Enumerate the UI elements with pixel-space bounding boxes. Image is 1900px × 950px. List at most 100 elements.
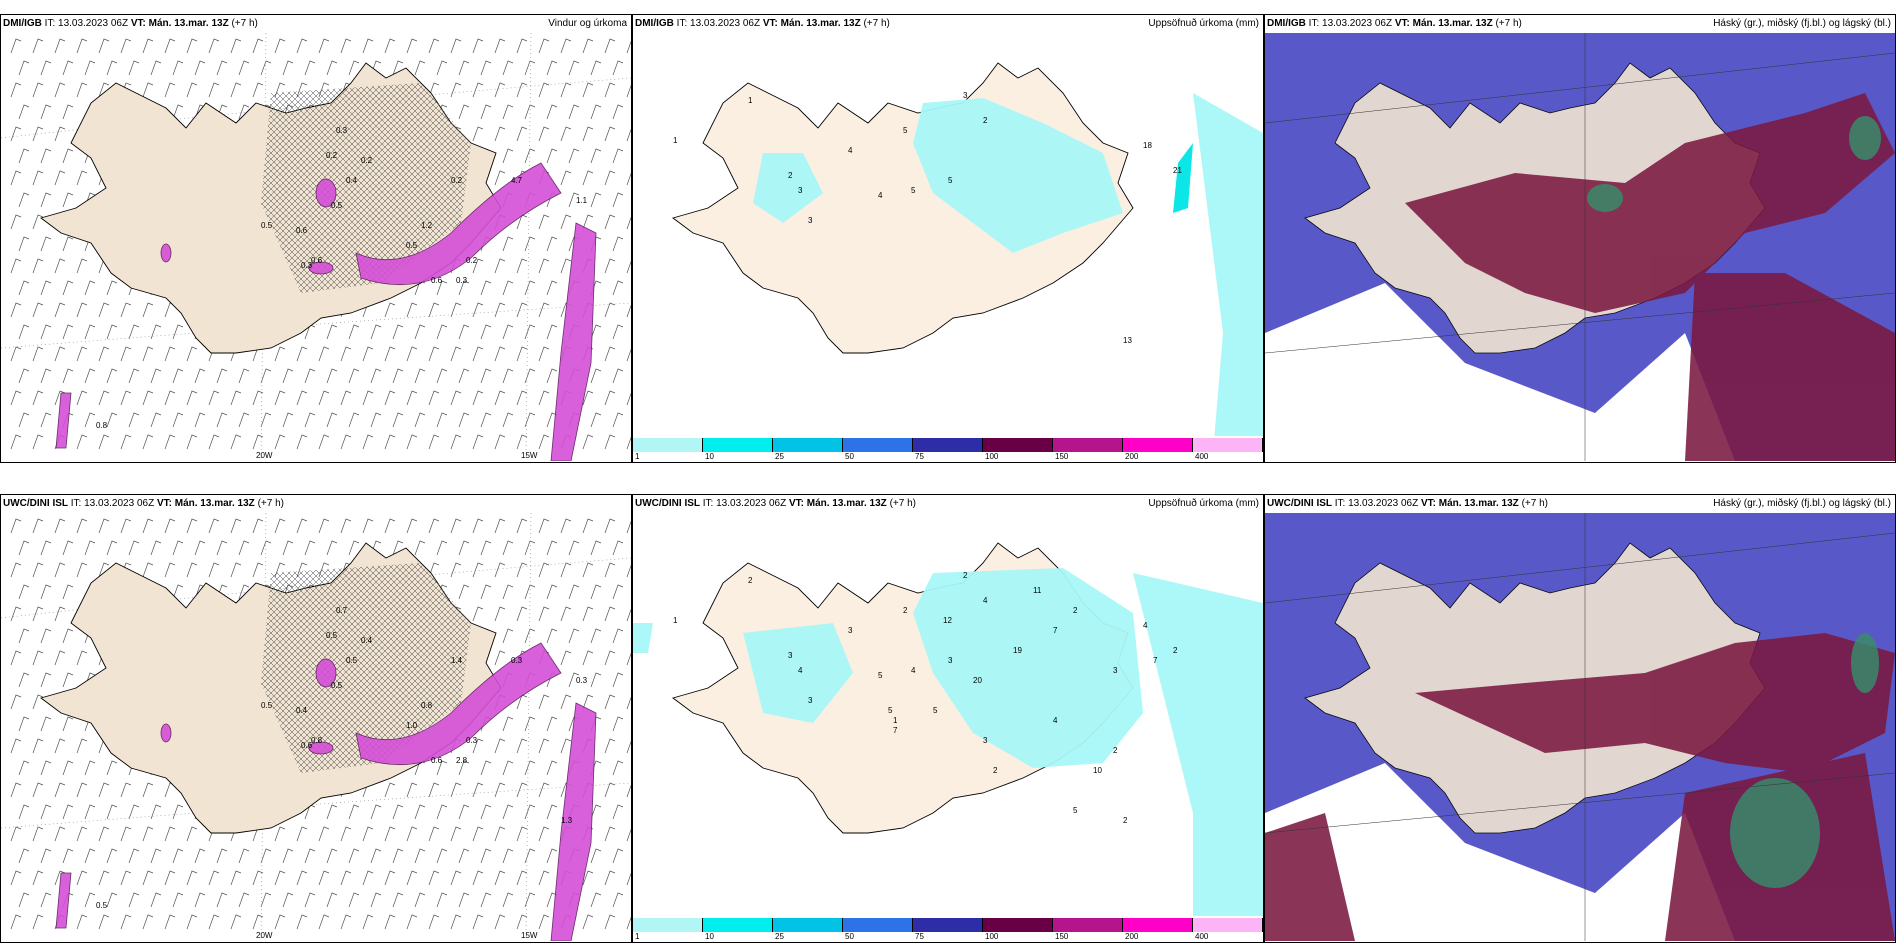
value-label: 4 — [1053, 716, 1058, 725]
valid-time: Mán. 13.mar. 13Z — [806, 498, 887, 509]
panel-title: Uppsöfnuð úrkoma (mm) — [1148, 18, 1259, 29]
precip-legend: 1 10 25 50 75 100 150 200 400 — [633, 916, 1263, 942]
value-label: 0.4 — [346, 176, 358, 185]
init-time: IT: 13.03.2023 06Z — [1308, 18, 1393, 29]
value-label: 7 — [1153, 656, 1158, 665]
high-cloud-layer — [1265, 633, 1895, 941]
legend-swatch — [843, 918, 913, 932]
value-label: 0.3 — [511, 656, 523, 665]
value-label: 4 — [1143, 621, 1148, 630]
precip-areas — [633, 568, 1263, 933]
value-label: 0.8 — [421, 701, 433, 710]
model-source: UWC/DINI ISL — [1267, 498, 1332, 509]
legend-label: 200 — [1125, 932, 1139, 941]
legend-label: 75 — [915, 932, 924, 941]
value-label: 12 — [943, 616, 952, 625]
value-label: 3 — [788, 651, 793, 660]
legend-swatch — [773, 438, 843, 452]
legend-label: 400 — [1195, 932, 1209, 941]
legend-swatch — [1053, 918, 1123, 932]
value-label: 0.5 — [346, 656, 358, 665]
value-label: 0.5 — [326, 631, 338, 640]
value-label: 1.0 — [406, 721, 418, 730]
low-cloud-layer — [1730, 633, 1879, 888]
value-label: 1.4 — [451, 656, 463, 665]
value-label: 19 — [1013, 646, 1022, 655]
value-label: 0.6 — [431, 756, 443, 765]
valid-time: Mán. 13.mar. 13Z — [174, 498, 255, 509]
value-label: 0.3 — [456, 276, 468, 285]
value-label: 3 — [1113, 666, 1118, 675]
value-label: 0.3 — [466, 736, 478, 745]
lead-time: (+7 h) — [231, 18, 258, 29]
value-label: 2 — [1113, 746, 1118, 755]
precip-bands — [55, 162, 597, 461]
value-label: 20 — [973, 676, 982, 685]
value-label: 7 — [893, 726, 898, 735]
lead-time: (+7 h) — [1495, 18, 1522, 29]
value-label: 0.2 — [326, 151, 338, 160]
panel-clouds-uwc: UWC/DINI ISL IT: 13.03.2023 06Z VT: Mán.… — [1264, 494, 1896, 943]
legend-label: 200 — [1125, 452, 1139, 461]
value-label: 0.5 — [331, 201, 343, 210]
valid-time-label: VT: — [156, 498, 172, 509]
panel-title: Uppsöfnuð úrkoma (mm) — [1148, 498, 1259, 509]
valid-time-label: VT: — [1394, 18, 1410, 29]
value-label: 0.7 — [336, 606, 348, 615]
value-label: 4 — [878, 191, 883, 200]
value-label: 3 — [808, 216, 813, 225]
panel-header: UWC/DINI ISL IT: 13.03.2023 06Z VT: Mán.… — [1265, 495, 1895, 513]
value-label: 1.3 — [561, 816, 573, 825]
map-wind-precip: 0.50.50.40.50.50.40.60.81.00.60.31.40.70… — [1, 513, 631, 941]
legend-label: 25 — [775, 452, 784, 461]
panel-header: UWC/DINI ISL IT: 13.03.2023 06Z VT: Mán.… — [1, 495, 631, 513]
legend-swatch — [1123, 918, 1193, 932]
value-label: 1.2 — [421, 221, 433, 230]
precip-legend: 1 10 25 50 75 100 150 200 400 — [633, 436, 1263, 462]
lead-time: (+7 h) — [257, 498, 284, 509]
grid-labels: 20W 15W — [256, 451, 538, 460]
value-label: 5 — [933, 706, 938, 715]
precip-areas — [753, 93, 1263, 453]
value-label: 3 — [948, 656, 953, 665]
value-label: 3 — [983, 736, 988, 745]
map-clouds — [1265, 513, 1895, 941]
legend-swatch — [983, 918, 1053, 932]
map-wind-precip: 0.80.50.60.50.40.20.31.20.50.60.20.20.30… — [1, 33, 631, 461]
value-label: 2 — [1123, 816, 1128, 825]
legend-label: 75 — [915, 452, 924, 461]
legend-swatch — [1053, 438, 1123, 452]
panel-accum-precip-uwc: UWC/DINI ISL IT: 13.03.2023 06Z VT: Mán.… — [632, 494, 1264, 943]
model-source: DMI/IGB — [635, 18, 674, 29]
value-label: 4 — [983, 596, 988, 605]
value-label: 4 — [848, 146, 853, 155]
panel-wind-precip-uwc: UWC/DINI ISL IT: 13.03.2023 06Z VT: Mán.… — [0, 494, 632, 943]
panel-title: Háský (gr.), miðský (fj.bl.) og lágský (… — [1713, 18, 1891, 29]
panel-accum-precip-dmi: DMI/IGB IT: 13.03.2023 06Z VT: Mán. 13.m… — [632, 14, 1264, 463]
legend-swatch — [983, 438, 1053, 452]
panel-clouds-dmi: DMI/IGB IT: 13.03.2023 06Z VT: Mán. 13.m… — [1264, 14, 1896, 463]
init-time: IT: 13.03.2023 06Z — [44, 18, 129, 29]
legend-swatch — [913, 918, 983, 932]
legend-label: 1 — [635, 452, 640, 461]
valid-time-label: VT: — [788, 498, 804, 509]
legend-swatch — [633, 918, 703, 932]
value-label: 11 — [1033, 586, 1042, 595]
model-source: DMI/IGB — [3, 18, 42, 29]
graticule — [1265, 513, 1895, 941]
value-label: 3 — [963, 91, 968, 100]
hatched-precip-area — [261, 563, 471, 773]
value-label: 0.3 — [301, 261, 313, 270]
value-label: 3 — [808, 696, 813, 705]
init-time: IT: 13.03.2023 06Z — [676, 18, 761, 29]
value-label: 2 — [748, 576, 753, 585]
lead-time: (+7 h) — [1521, 498, 1548, 509]
panel-header: DMI/IGB IT: 13.03.2023 06Z VT: Mán. 13.m… — [633, 15, 1263, 33]
valid-time: Mán. 13.mar. 13Z — [780, 18, 861, 29]
value-label: 4 — [798, 666, 803, 675]
value-label: 0.4 — [296, 706, 308, 715]
value-label: 0.3 — [336, 126, 348, 135]
legend-swatch — [1193, 438, 1263, 452]
legend-swatch — [1193, 918, 1263, 932]
